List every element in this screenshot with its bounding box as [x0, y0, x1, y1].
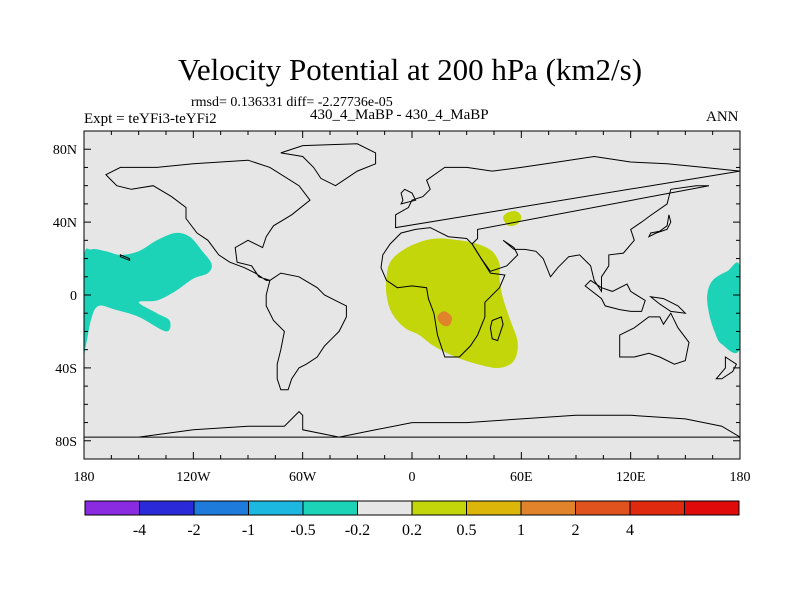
contour-region-pacific-negative: [84, 232, 212, 354]
season-label: ANN: [706, 109, 739, 125]
colorbar-box: [520, 500, 576, 516]
y-tick-label: 80N: [53, 143, 77, 158]
contour-region-africa-positive: [385, 238, 518, 368]
contour-region-africa-core: [437, 311, 453, 327]
colorbar-label: -2: [187, 522, 200, 539]
colorbar-box: [684, 500, 740, 516]
chart-title: Velocity Potential at 200 hPa (km2/s): [177, 52, 643, 87]
coast-uk: [400, 188, 417, 205]
x-tick-label: 180: [74, 470, 95, 485]
colorbar-label: 1: [517, 522, 525, 539]
colorbar-label: 0.2: [402, 522, 422, 539]
colorbar-label: 0.5: [457, 522, 477, 539]
y-tick-label: 0: [70, 289, 77, 304]
colorbar-box: [466, 500, 522, 516]
coast-north-america: [105, 159, 311, 281]
axis-ticks: [83, 131, 741, 459]
colorbar-label: -0.5: [290, 522, 315, 539]
y-tick-label: 40S: [55, 362, 77, 377]
colorbar-label: -0.2: [345, 522, 370, 539]
rmsd-diff-stats: rmsd= 0.136331 diff= -2.27736e-05: [191, 95, 393, 110]
x-tick-label: 0: [409, 470, 416, 485]
coast-australia: [619, 312, 690, 365]
coast-antarctica: [84, 410, 740, 438]
colorbar-label: 2: [572, 522, 580, 539]
colorbar-box: [411, 500, 467, 516]
colorbar-box: [139, 500, 195, 516]
y-tick-label: 40N: [53, 216, 77, 231]
coast-africa: [380, 227, 506, 358]
colorbar-box: [248, 500, 304, 516]
experiment-label: Expt = teYFi3-teYFi2: [84, 111, 217, 127]
coast-greenland: [280, 143, 377, 187]
x-tick-label: 120W: [176, 470, 211, 485]
colorbar-box: [84, 500, 140, 516]
coast-asia-south: [471, 185, 710, 294]
colorbar-box: [302, 500, 358, 516]
colorbar-box: [357, 500, 413, 516]
y-tick-label: 80S: [55, 435, 77, 450]
coast-hawaii: [119, 254, 131, 262]
x-tick-label: 180: [730, 470, 751, 485]
coast-newzealand: [715, 356, 738, 380]
coast-madagascar: [489, 316, 504, 342]
colorbar-box: [193, 500, 249, 516]
coast-japan: [647, 214, 672, 238]
x-tick-label: 60W: [289, 470, 317, 485]
coast-newguinea: [648, 296, 687, 314]
contour-region-maritime-negative: [707, 262, 740, 354]
x-tick-label: 120E: [616, 470, 646, 485]
x-tick-label: 60E: [510, 470, 533, 485]
colorbar-box: [575, 500, 631, 516]
contour-fill-group: [84, 211, 740, 368]
case-names-label: 430_4_MaBP - 430_4_MaBP: [310, 107, 489, 123]
coast-south-america: [265, 272, 347, 391]
colorbar-label: 4: [626, 522, 634, 539]
colorbar: -4 -2 -1 -0.5 -0.2 0.2 0.5 1 2 4: [84, 500, 740, 539]
axis-tick-labels: 180 120W 60W 0 60E 120E 180 80N 40N 0 40S 80S: [53, 143, 751, 485]
continent-outlines: [84, 143, 740, 438]
coast-indonesia: [584, 279, 646, 312]
colorbar-label: -4: [133, 522, 146, 539]
colorbar-label: -1: [242, 522, 255, 539]
colorbar-box: [629, 500, 685, 516]
